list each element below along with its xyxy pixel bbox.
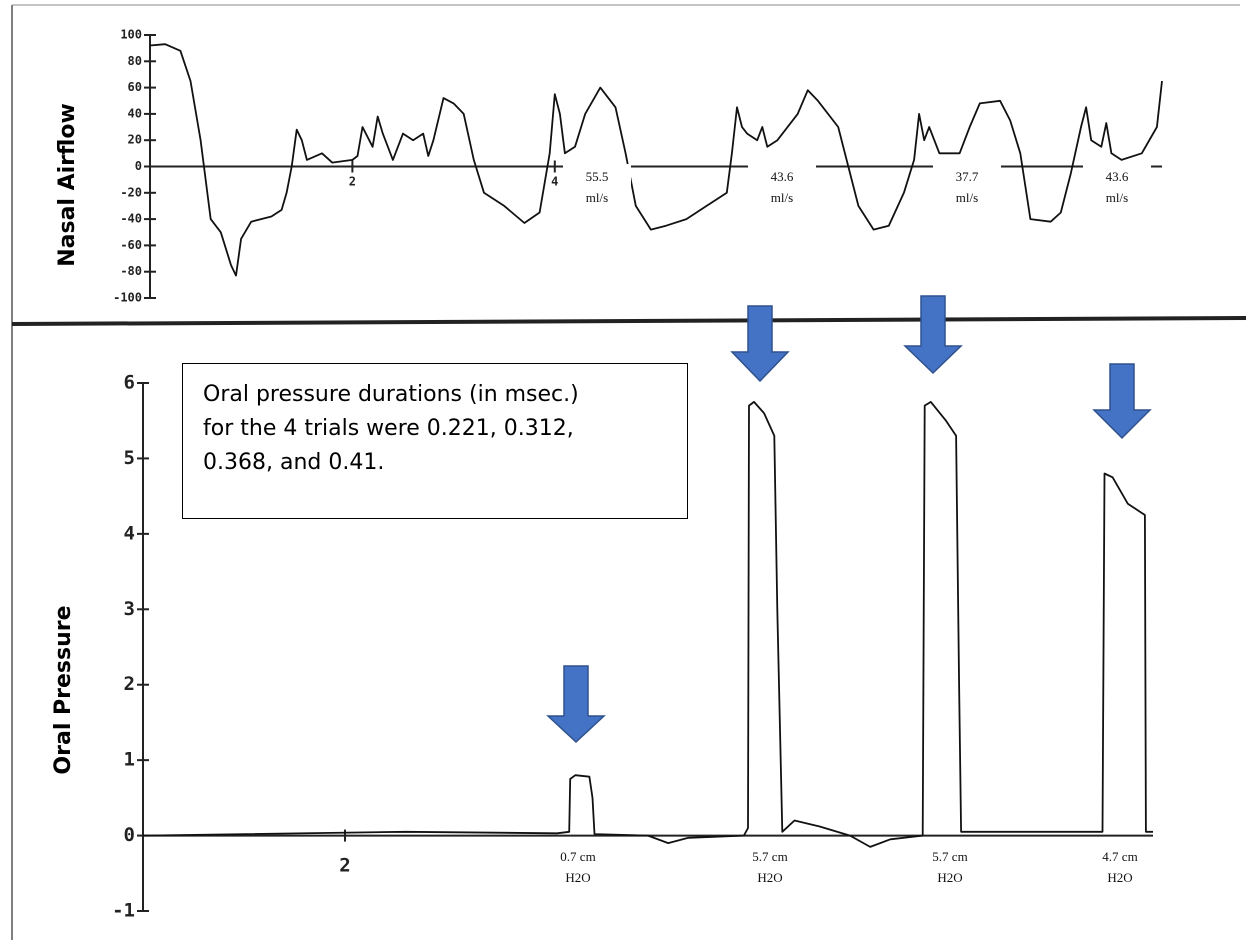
- y-tick-label: -60: [120, 238, 142, 252]
- annotation: 5.7 cm: [932, 849, 967, 864]
- annotation: ml/s: [1106, 190, 1128, 205]
- annotation: ml/s: [771, 190, 793, 205]
- y-tick-label: 100: [120, 28, 142, 42]
- y-tick-label: -40: [120, 212, 142, 226]
- y-tick-label: 20: [128, 133, 142, 147]
- y-axis-label: Oral Pressure: [51, 605, 76, 774]
- y-tick-label: 40: [128, 106, 142, 120]
- note-box: Oral pressure durations (in msec.) for th…: [182, 363, 688, 519]
- annotation-bg: [748, 164, 816, 214]
- annotation: 55.5: [586, 169, 609, 184]
- arrow: [1092, 363, 1152, 440]
- y-tick-label: 6: [124, 372, 135, 394]
- y-tick-label: 2: [124, 673, 135, 695]
- annotation: H2O: [757, 870, 782, 885]
- y-tick-label: 3: [124, 598, 135, 620]
- annotation: ml/s: [586, 190, 608, 205]
- panel-divider: [11, 316, 1246, 326]
- y-axis-label: Nasal Airflow: [55, 103, 80, 267]
- y-tick-label: -100: [113, 291, 142, 305]
- annotation: 37.7: [956, 169, 979, 184]
- trace: [149, 43, 1163, 277]
- note-line: for the 4 trials were 0.221, 0.312,: [203, 416, 574, 441]
- y-tick-label: 4: [124, 522, 135, 544]
- annotation: H2O: [937, 870, 962, 885]
- y-tick-label: 1: [124, 749, 135, 771]
- annotation: ml/s: [956, 190, 978, 205]
- y-tick-label: -80: [120, 264, 142, 278]
- arrow: [546, 665, 606, 744]
- y-tick-label: 0: [135, 159, 142, 173]
- y-tick-label: 0: [124, 824, 135, 846]
- annotation-bg: [916, 844, 984, 894]
- note-line: Oral pressure durations (in msec.): [203, 382, 579, 407]
- annotation-bg: [1086, 844, 1154, 894]
- annotation-bg: [736, 844, 804, 894]
- y-tick-label: 80: [128, 54, 142, 68]
- annotation: 4.7 cm: [1102, 849, 1137, 864]
- annotation-bg: [933, 164, 1001, 214]
- arrow: [903, 295, 963, 375]
- annotation-bg: [544, 844, 612, 894]
- annotation-bg: [1083, 164, 1151, 214]
- annotation-bg: [563, 164, 631, 214]
- note-line: 0.368, and 0.41.: [203, 450, 385, 475]
- annotation: H2O: [565, 870, 590, 885]
- arrow: [730, 305, 790, 383]
- y-tick-label: -20: [120, 185, 142, 199]
- trace: [142, 401, 1153, 848]
- arrows: [546, 295, 1152, 744]
- y-tick-label: 5: [124, 447, 135, 469]
- annotation: 5.7 cm: [752, 849, 787, 864]
- annotation: 0.7 cm: [560, 849, 595, 864]
- x-tick-label: 2: [339, 855, 350, 877]
- y-tick-label: -1: [112, 900, 135, 922]
- y-tick-label: 60: [128, 80, 142, 94]
- x-tick-label: 2: [349, 175, 356, 189]
- annotation: 43.6: [1106, 169, 1129, 184]
- annotation: H2O: [1107, 870, 1132, 885]
- x-tick-label: 4: [551, 175, 558, 189]
- annotation: 43.6: [771, 169, 794, 184]
